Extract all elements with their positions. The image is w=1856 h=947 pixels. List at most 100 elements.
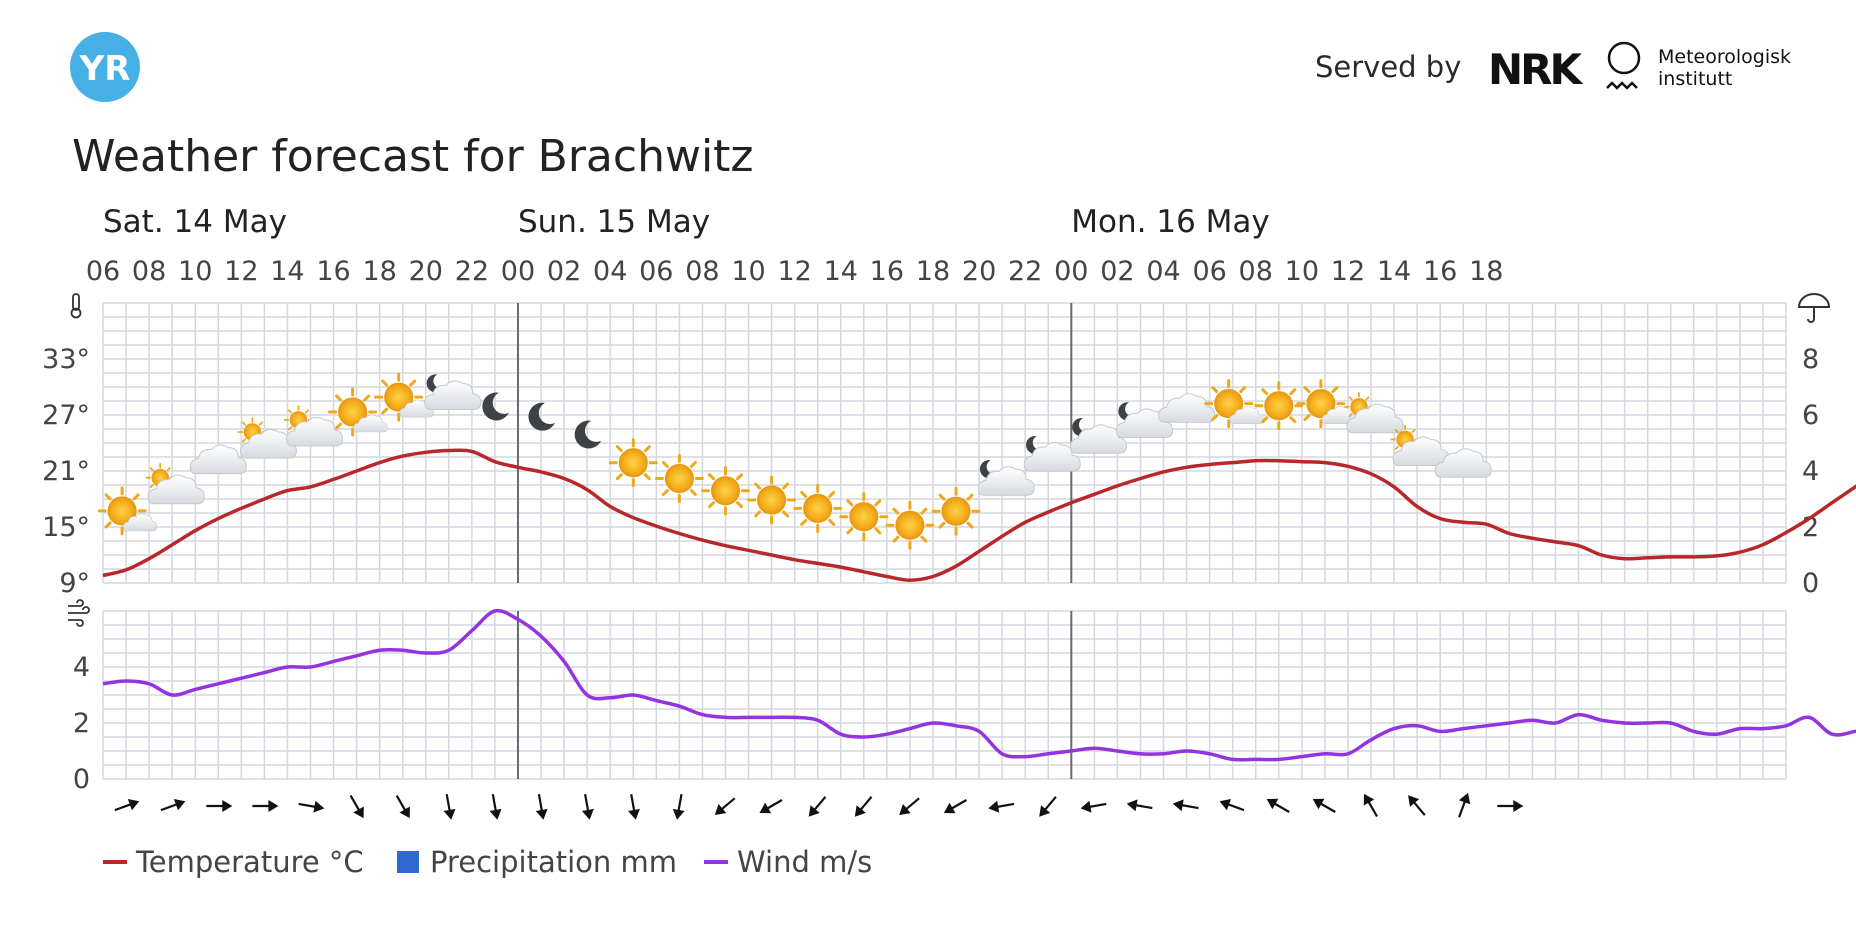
- sun-icon: [931, 486, 981, 536]
- wind-arrow-icon: [1126, 799, 1153, 812]
- moon-icon: [574, 420, 602, 449]
- wind-arrow-icon: [672, 793, 685, 820]
- cloud-icon: [189, 444, 247, 475]
- wind-arrow-icon: [1458, 792, 1471, 818]
- clear-day-icon: [885, 500, 935, 550]
- wind-arrow-icon: [535, 793, 548, 820]
- hour-tick-label: 08: [685, 256, 719, 287]
- wind-arrow-icon: [759, 799, 783, 814]
- legend-label: Temperature °C: [135, 845, 364, 879]
- clear-day-icon: [839, 492, 889, 542]
- hour-tick-label: 14: [1377, 256, 1411, 287]
- wind-arrow-icon: [489, 793, 502, 820]
- wind-arrow-icon: [943, 799, 967, 814]
- wind-arrow-icon: [808, 796, 827, 817]
- sun-icon: [793, 483, 843, 533]
- legend: Temperature °C Precipitation mm Wind m/s: [103, 845, 872, 879]
- precipitation-tick-label: 4: [1802, 456, 1819, 487]
- met-institute-logo[interactable]: Meteorologisk institutt: [1606, 41, 1791, 90]
- wind-tick-label: 2: [73, 708, 90, 739]
- chart-grid: [102, 302, 1787, 780]
- sun-icon: [839, 492, 889, 542]
- wind-tick-label: 0: [73, 764, 90, 795]
- wind-arrow-head: [1080, 800, 1092, 813]
- wind-arrow-head: [399, 806, 410, 819]
- hour-tick-label: 04: [1146, 256, 1180, 287]
- hour-tick-label: 08: [132, 256, 166, 287]
- wind-arrow-head: [1266, 798, 1279, 810]
- clear-day-icon: [793, 483, 843, 533]
- wind-arrow-icon: [1172, 799, 1199, 812]
- met-logo-line2: institutt: [1658, 68, 1732, 90]
- axis-labels: Sat. 14 May Sun. 15 May Mon. 16 May 0 6 08 10 1…: [42, 204, 1819, 795]
- wind-arrow-icon: [854, 796, 873, 817]
- yr-logo[interactable]: YR: [70, 32, 140, 102]
- hour-tick-label: 04: [593, 256, 627, 287]
- hour-tick-label: 20: [409, 256, 443, 287]
- wind-arrow-icon: [1219, 798, 1245, 812]
- precipitation-tick-label: 6: [1802, 400, 1819, 431]
- fair-day-icon: [374, 372, 434, 422]
- wind-arrow-icon: [443, 793, 456, 820]
- wind-arrow-head: [222, 800, 233, 812]
- hour-tick-label: 08: [1239, 256, 1273, 287]
- clear-night-icon: [574, 420, 602, 449]
- hour-tick-label: 22: [455, 256, 489, 287]
- wind-arrow-icon: [395, 795, 410, 819]
- wind-arrow-head: [759, 802, 772, 814]
- wind-arrow-icon: [899, 797, 920, 815]
- wind-arrow-head: [1039, 805, 1051, 817]
- wind-arrow-icon: [206, 800, 233, 812]
- wind-arrow-head: [628, 808, 640, 820]
- wind-arrow-icon: [581, 793, 594, 820]
- clear-day-icon: [608, 438, 658, 488]
- wind-arrow-head: [581, 808, 594, 820]
- wind-arrow-icon: [160, 798, 186, 812]
- cloudy-icon: [189, 444, 247, 475]
- wind-arrow-icon: [298, 800, 325, 813]
- wind-arrow-icon: [988, 800, 1015, 813]
- sun-icon: [1254, 381, 1304, 431]
- wind-arrow-head: [808, 805, 820, 817]
- hour-tick-label: 10: [178, 256, 212, 287]
- hour-tick-label: 12: [1331, 256, 1365, 287]
- nrk-logo-text: NRK: [1488, 45, 1583, 94]
- wind-arrow-head: [672, 808, 685, 820]
- clear-day-icon: [654, 454, 704, 503]
- wind-arrow-icon: [628, 793, 640, 820]
- day-label: Mon. 16 May: [1071, 204, 1269, 240]
- legend-label: Precipitation mm: [430, 845, 677, 879]
- wind-arrow-head: [173, 798, 186, 811]
- wind-arrow-head: [489, 808, 502, 820]
- wind-arrow-head: [353, 806, 364, 819]
- served-by-label: Served by: [1315, 50, 1461, 84]
- hour-tick-label: 16: [316, 256, 350, 287]
- wind-arrow-icon: [1497, 800, 1524, 812]
- wind-arrow-icon: [1408, 795, 1426, 816]
- temperature-line: [102, 448, 1856, 582]
- wind-arrow-icon: [1266, 798, 1290, 813]
- wind-arrow-head: [1126, 799, 1138, 812]
- wind-arrow-icon: [1080, 800, 1107, 813]
- wind-arrow-head: [443, 808, 456, 820]
- wind-arrow-head: [1363, 793, 1375, 806]
- hour-tick-label: 20: [962, 256, 996, 287]
- hour-tick-label: 16: [1423, 256, 1457, 287]
- wind-arrow-icon: [1363, 793, 1378, 817]
- hour-tick-label: 16: [870, 256, 904, 287]
- wind-arrow-head: [1312, 798, 1325, 810]
- temperature-tick-label: 15°: [42, 512, 90, 543]
- clear-day-icon: [747, 475, 797, 525]
- day-label: Sat. 14 May: [103, 204, 287, 240]
- sun-icon: [608, 438, 658, 488]
- nrk-logo[interactable]: NRK: [1488, 45, 1586, 94]
- temperature-tick-label: 27°: [42, 400, 90, 431]
- legend-swatch-precipitation: [397, 851, 419, 873]
- day-label: Sun. 15 May: [518, 204, 710, 240]
- wind-line: [102, 608, 1856, 762]
- wind-arrow-head: [1172, 799, 1184, 812]
- sun-icon: [747, 475, 797, 525]
- met-logo-line1: Meteorologisk: [1658, 46, 1791, 68]
- wind-icon: [68, 599, 90, 627]
